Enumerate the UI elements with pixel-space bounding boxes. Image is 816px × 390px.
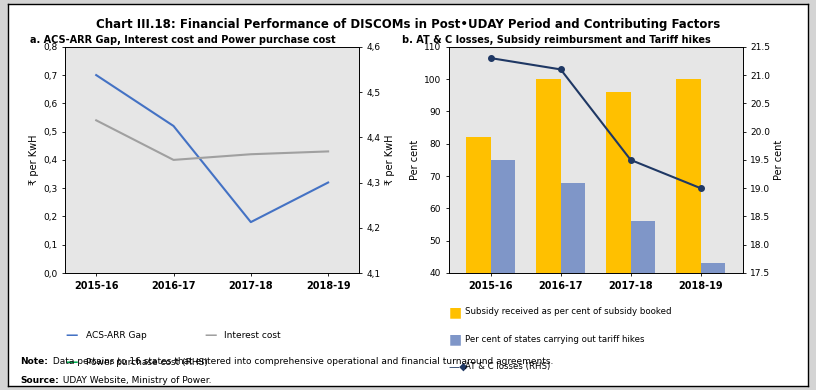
Text: ■: ■ [449,332,462,346]
Text: Per cent of states carrying out tariff hikes: Per cent of states carrying out tariff h… [465,335,645,344]
Text: —: — [65,356,78,369]
Text: UDAY Website, Ministry of Power.: UDAY Website, Ministry of Power. [60,376,211,385]
Bar [466,137,490,390]
Bar [606,92,631,390]
Y-axis label: Per cent: Per cent [774,140,784,180]
Y-axis label: ₹ per KwH: ₹ per KwH [385,135,395,185]
Text: Interest cost: Interest cost [224,331,281,340]
Bar [561,183,585,390]
Bar [676,79,701,390]
Text: Source:: Source: [20,376,59,385]
Text: —◆: —◆ [449,362,468,372]
Bar [631,221,655,390]
Text: b. AT & C losses, Subsidy reimbursment and Tariff hikes: b. AT & C losses, Subsidy reimbursment a… [401,35,711,44]
Text: Subsidy received as per cent of subsidy booked: Subsidy received as per cent of subsidy … [465,307,672,317]
Text: ACS-ARR Gap: ACS-ARR Gap [86,331,146,340]
Text: ■: ■ [449,305,462,319]
Bar [536,79,561,390]
Y-axis label: Per cent: Per cent [410,140,419,180]
Text: AT & C losses (RHS): AT & C losses (RHS) [465,362,550,371]
Bar [490,160,515,390]
Text: a. ACS-ARR Gap, Interest cost and Power purchase cost: a. ACS-ARR Gap, Interest cost and Power … [30,35,335,44]
Text: Power purchase cost (RHS): Power purchase cost (RHS) [86,358,207,367]
Text: Chart III.18: Financial Performance of DISCOMs in Post•UDAY Period and Contribut: Chart III.18: Financial Performance of D… [95,18,721,30]
Text: —: — [65,329,78,342]
Text: —: — [204,329,216,342]
Bar [701,263,725,390]
Text: Data pertains to 16 states that entered into comprehensive operational and finan: Data pertains to 16 states that entered … [50,357,553,366]
Text: Note:: Note: [20,357,48,366]
Y-axis label: ₹ per KwH: ₹ per KwH [29,135,39,185]
